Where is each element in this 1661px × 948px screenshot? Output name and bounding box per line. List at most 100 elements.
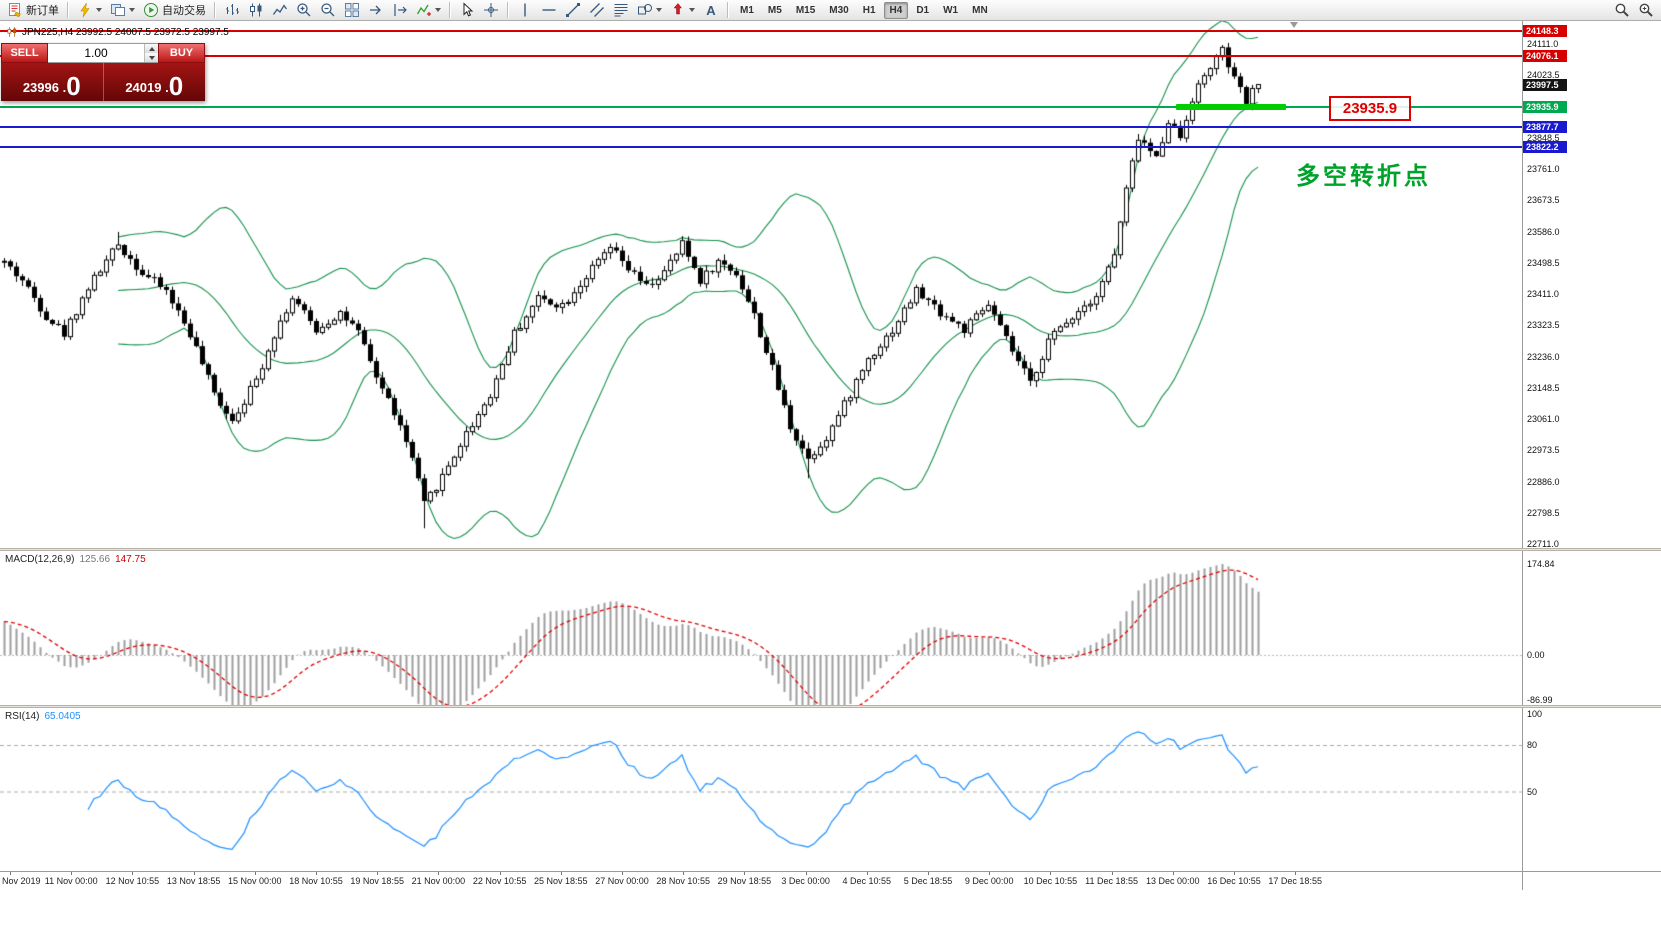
- time-label-4: 15 Nov 00:00: [228, 876, 282, 886]
- sell-button[interactable]: SELL: [1, 43, 48, 63]
- chartshift-icon: [392, 2, 408, 18]
- horizontal-level-line-24148.3[interactable]: [0, 29, 1522, 32]
- profiles-button-dropdown-arrow[interactable]: [129, 8, 135, 12]
- rsi-label: RSI(14) 65.0405: [5, 711, 81, 722]
- price-axis-label-23411.0: 23411.0: [1527, 289, 1559, 299]
- timeframe-button-w1[interactable]: W1: [943, 4, 959, 16]
- equidistant-channel-button[interactable]: [586, 1, 608, 19]
- horizontal-level-line-23822.2[interactable]: [0, 146, 1522, 149]
- vertical-line-button[interactable]: [514, 1, 536, 19]
- rsi-axis-label-50: 50: [1527, 786, 1538, 797]
- time-tick-16: [989, 872, 991, 875]
- indicators-button-dropdown-arrow[interactable]: [435, 8, 441, 12]
- chart-shift-button[interactable]: [389, 1, 411, 19]
- timeframe-button-h1[interactable]: H1: [862, 4, 876, 16]
- candlestick-chart-button[interactable]: [245, 1, 267, 19]
- indicators-button[interactable]: [413, 1, 444, 19]
- text-label-button[interactable]: A: [700, 1, 722, 19]
- timeframe-button-mn[interactable]: MN: [972, 4, 988, 16]
- find-symbol-button[interactable]: [1635, 1, 1657, 19]
- horizontal-line-button[interactable]: [538, 1, 560, 19]
- fibonacci-button[interactable]: [610, 1, 632, 19]
- panel-splitter-rsi[interactable]: [0, 705, 1661, 708]
- time-label-2: 12 Nov 10:55: [105, 876, 160, 886]
- time-tick-11: [683, 872, 685, 875]
- time-label-5: 18 Nov 10:55: [289, 876, 343, 886]
- toolbar-right-group: [1610, 1, 1658, 19]
- autotrade-button[interactable]: 自动交易: [140, 1, 209, 19]
- new-order-button[interactable]: 新订单: [4, 1, 62, 19]
- chart-shift-marker[interactable]: [1290, 22, 1298, 28]
- support-price-label-box[interactable]: 23935.9: [1329, 96, 1411, 121]
- macd-name: MACD(12,26,9): [5, 554, 75, 565]
- line-chart-button[interactable]: [269, 1, 291, 19]
- timeframe-button-d1[interactable]: D1: [916, 4, 930, 16]
- volume-input[interactable]: [48, 44, 144, 62]
- lightning-icon: [77, 2, 93, 18]
- shapes-button[interactable]: [634, 1, 665, 19]
- time-tick-18: [1111, 872, 1113, 875]
- cursor-button[interactable]: [456, 1, 478, 19]
- bar-chart-button[interactable]: [221, 1, 243, 19]
- price-axis-label-23673.5: 23673.5: [1527, 195, 1560, 206]
- time-tick-4: [254, 872, 256, 875]
- price-tag-24148.3: 24148.3: [1523, 24, 1567, 37]
- crosshair-button[interactable]: [480, 1, 502, 19]
- macd-canvas[interactable]: [0, 551, 1522, 705]
- arrows-button-dropdown-arrow[interactable]: [689, 8, 695, 12]
- trendline-button[interactable]: [562, 1, 584, 19]
- buy-price-main: 24019 .: [125, 80, 169, 95]
- channel-icon: [589, 2, 605, 18]
- auto-scroll-button[interactable]: [365, 1, 387, 19]
- time-tick-17: [1050, 872, 1052, 875]
- arrows-button[interactable]: [667, 1, 698, 19]
- svg-text:A: A: [706, 3, 716, 18]
- price-axis-label-22973.5: 22973.5: [1527, 445, 1560, 456]
- timeframe-button-m15[interactable]: M15: [795, 4, 816, 16]
- price-tag-23997.5: 23997.5: [1523, 78, 1567, 91]
- zoom-out-button[interactable]: [317, 1, 339, 19]
- chart-annotation-text[interactable]: 多空转折点: [1296, 163, 1431, 190]
- price-axis-label-24111.0: 24111.0: [1527, 39, 1559, 49]
- horizontal-level-line-23935.9[interactable]: [0, 105, 1522, 108]
- time-label-17: 10 Dec 10:55: [1023, 876, 1078, 886]
- time-label-3: 13 Nov 18:55: [166, 876, 221, 886]
- time-label-16: 9 Dec 00:00: [964, 876, 1014, 886]
- time-axis[interactable]: Nov 2019 11 Nov 00:00 12 Nov 10:55 13 Nov 1…: [0, 871, 1661, 891]
- arrows-icon: [670, 2, 686, 18]
- shapes-button-dropdown-arrow[interactable]: [656, 8, 662, 12]
- timeframe-button-m5[interactable]: M5: [767, 4, 782, 16]
- horizontal-level-line-24076.1[interactable]: [0, 55, 1522, 58]
- symbol-search-button[interactable]: [1611, 1, 1633, 19]
- sell-price[interactable]: 23996 . 0: [1, 63, 104, 101]
- timeframe-button-m30[interactable]: M30: [829, 4, 849, 16]
- profiles-button[interactable]: [107, 1, 138, 19]
- zoom-in-button[interactable]: [293, 1, 315, 19]
- support-highlight-segment[interactable]: [1176, 103, 1286, 110]
- volume-decrease-button[interactable]: [145, 53, 158, 62]
- time-tick-21: [1295, 872, 1297, 875]
- price-axis-label-22711.0: 22711.0: [1527, 539, 1559, 549]
- autoscroll-icon: [368, 2, 384, 18]
- charts-menu-button[interactable]: [74, 1, 105, 19]
- volume-increase-button[interactable]: [145, 44, 158, 53]
- macd-signal-value: 147.75: [115, 554, 146, 565]
- panel-splitter-macd[interactable]: [0, 548, 1661, 551]
- tile-icon: [344, 2, 360, 18]
- tile-windows-button[interactable]: [341, 1, 363, 19]
- buy-button[interactable]: BUY: [158, 43, 205, 63]
- main-chart-canvas[interactable]: [0, 21, 1522, 548]
- price-axis-separator[interactable]: [1522, 21, 1523, 890]
- time-tick-20: [1234, 872, 1235, 875]
- timeframe-button-h4[interactable]: H4: [883, 1, 909, 19]
- buy-price[interactable]: 24019 . 0: [104, 63, 206, 101]
- timeframe-button-m1[interactable]: M1: [740, 4, 754, 16]
- horizontal-level-line-23877.7[interactable]: [0, 126, 1522, 129]
- time-tick-3: [193, 872, 195, 875]
- charts-menu-button-dropdown-arrow[interactable]: [96, 8, 102, 12]
- time-label-20: 16 Dec 10:55: [1207, 876, 1261, 886]
- time-tick-0: [10, 872, 11, 875]
- rsi-canvas[interactable]: [0, 708, 1522, 871]
- rsi-name: RSI(14): [5, 711, 40, 722]
